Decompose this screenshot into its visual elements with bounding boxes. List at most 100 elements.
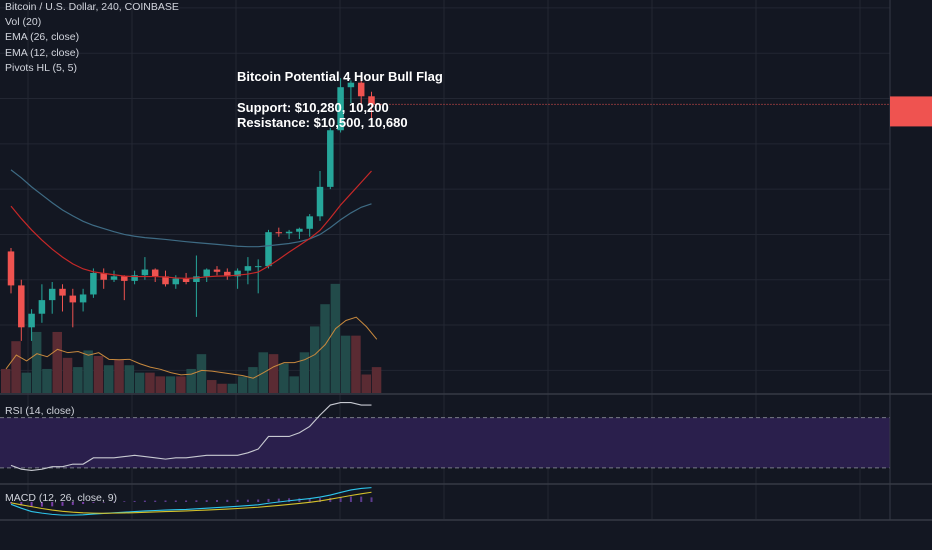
volume-bar: [186, 368, 196, 393]
volume-bar: [83, 350, 93, 393]
volume-bar: [114, 359, 124, 393]
macd-histogram-bar: [349, 496, 352, 502]
indicator-ema26[interactable]: EMA (26, close): [5, 31, 80, 44]
macd-histogram-bar: [329, 497, 332, 502]
macd-histogram-bar: [226, 499, 229, 502]
volume-bar: [165, 376, 176, 393]
macd-histogram-bar: [164, 500, 167, 502]
volume-bars: [1, 283, 382, 393]
macd-histogram-bar: [277, 498, 280, 502]
candle-body: [172, 278, 180, 285]
candle-body: [48, 288, 56, 301]
volume-bar: [62, 357, 73, 393]
candle-body: [193, 276, 200, 283]
candle-body: [203, 269, 210, 277]
macd-signal-line: [10, 491, 372, 514]
volume-bar: [21, 372, 32, 393]
candle-body: [162, 276, 169, 285]
rsi-title[interactable]: RSI (14, close): [5, 405, 75, 417]
candle-body: [244, 266, 252, 271]
macd-histogram-bar: [30, 502, 33, 507]
volume-ma-line: [5, 316, 378, 379]
macd-title[interactable]: MACD (12, 26, close, 9): [5, 492, 118, 504]
price-axis[interactable]: [371, 96, 932, 127]
volume-bar: [268, 354, 279, 393]
candle-body: [316, 186, 324, 217]
volume-bar: [11, 341, 21, 393]
macd-histogram-bar: [246, 499, 249, 502]
candle-body: [357, 82, 365, 97]
candle-body: [7, 251, 15, 286]
indicator-ema12[interactable]: EMA (12, close): [5, 46, 80, 59]
candle-body: [337, 87, 344, 131]
macd-histogram-bar: [10, 502, 12, 504]
volume-bar: [248, 367, 258, 393]
candle-body: [327, 130, 334, 187]
candle-body: [368, 96, 375, 105]
macd-histogram-bar: [61, 502, 64, 506]
volume-bar: [52, 331, 62, 393]
candle-body: [110, 276, 118, 280]
volume-bar: [330, 283, 341, 393]
macd-histogram-bar: [143, 500, 146, 502]
macd-histogram-bar: [102, 502, 105, 503]
volume-bar: [227, 383, 238, 393]
candle-body: [151, 269, 159, 277]
macd-histogram-bar: [319, 498, 321, 502]
volume-bar: [340, 335, 351, 393]
macd-histogram-bar: [51, 502, 54, 507]
annotation-support: Support: $10,280, 10,200: [237, 100, 389, 115]
candle-body: [79, 294, 87, 303]
volume-bar: [196, 354, 207, 393]
candles[interactable]: [7, 77, 375, 341]
macd-histogram-bar: [174, 500, 177, 502]
volume-bar: [104, 365, 114, 393]
candle-body: [121, 276, 128, 281]
candle-body: [254, 266, 262, 268]
candle-body: [306, 216, 313, 229]
ema12-line: [10, 170, 372, 279]
pane-separators[interactable]: [0, 0, 932, 521]
rsi-band: [0, 417, 890, 468]
volume-bar: [320, 304, 330, 393]
macd-histogram-bar: [20, 502, 23, 506]
candle-body: [347, 82, 355, 88]
macd-histogram-bar: [195, 500, 198, 502]
macd-histogram-bar: [92, 502, 95, 503]
last-price-badge: [890, 96, 932, 127]
candle-body: [28, 313, 35, 328]
macd-histogram-bar: [113, 501, 115, 503]
annotation-title: Bitcoin Potential 4 Hour Bull Flag: [237, 69, 443, 84]
candle-body: [285, 231, 293, 234]
symbol-title[interactable]: Bitcoin / U.S. Dollar, 240, COINBASE: [5, 1, 179, 13]
candle-body: [131, 275, 138, 281]
candle-body: [141, 269, 149, 276]
macd-histogram-bar: [133, 500, 136, 502]
rsi-pane[interactable]: [0, 401, 890, 471]
volume-bar: [351, 335, 361, 393]
volume-bar: [299, 352, 310, 393]
volume-bar: [155, 376, 165, 393]
volume-bar: [371, 367, 382, 393]
candle-body: [59, 288, 66, 296]
volume-bar: [31, 331, 42, 393]
candle-body: [234, 270, 241, 277]
macd-histogram-bar: [71, 502, 74, 505]
volume-bar: [217, 383, 227, 393]
volume-bar: [1, 368, 11, 393]
candle-body: [18, 285, 25, 328]
candle-body: [224, 271, 231, 277]
macd-histogram-bar: [267, 498, 270, 502]
macd-histogram-bar: [154, 500, 157, 502]
macd-histogram-bar: [236, 499, 239, 502]
macd-pane[interactable]: [10, 487, 373, 516]
candle-body: [275, 232, 283, 234]
volume-bar: [289, 376, 299, 393]
macd-line: [10, 487, 372, 516]
macd-histogram-bar: [216, 499, 218, 502]
volume-bar: [237, 376, 248, 393]
indicator-pivots[interactable]: Pivots HL (5, 5): [5, 61, 77, 74]
candle-body: [296, 228, 303, 232]
indicator-vol[interactable]: Vol (20): [5, 16, 42, 29]
